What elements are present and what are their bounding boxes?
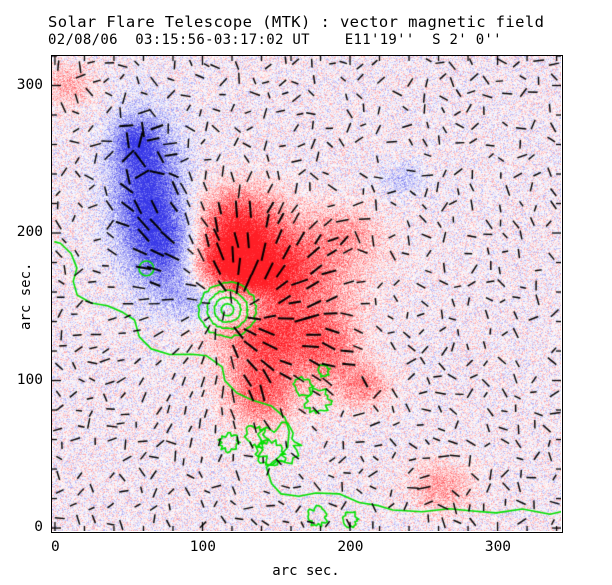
figure-subtitle: 02/08/06 03:15:56-03:17:02 UT E11'19'' S…: [48, 32, 502, 48]
y-axis-label: arc sec.: [18, 262, 34, 330]
y-tick-label: 0: [34, 519, 43, 536]
magnetogram-canvas: [52, 56, 561, 531]
y-tick-label: 200: [16, 224, 43, 241]
figure-title: Solar Flare Telescope (MTK) : vector mag…: [48, 13, 545, 31]
x-axis-label: arc sec.: [272, 563, 340, 579]
x-tick-label: 100: [189, 539, 216, 555]
y-tick-label: 300: [16, 76, 43, 93]
x-tick-label: 200: [337, 539, 364, 555]
plot-area: [51, 55, 563, 533]
x-tick-label: 0: [50, 539, 60, 555]
x-tick-label: 300: [484, 539, 512, 555]
y-tick-label: 100: [16, 371, 43, 388]
